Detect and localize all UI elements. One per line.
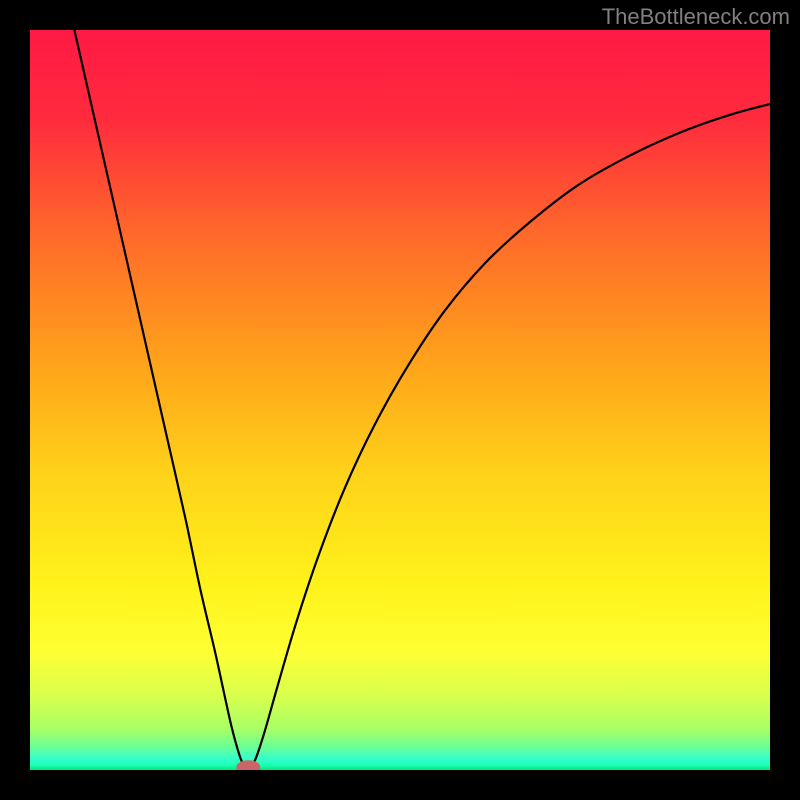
- watermark-text: TheBottleneck.com: [602, 4, 790, 30]
- plot-svg: [30, 30, 770, 770]
- chart-frame: TheBottleneck.com: [0, 0, 800, 800]
